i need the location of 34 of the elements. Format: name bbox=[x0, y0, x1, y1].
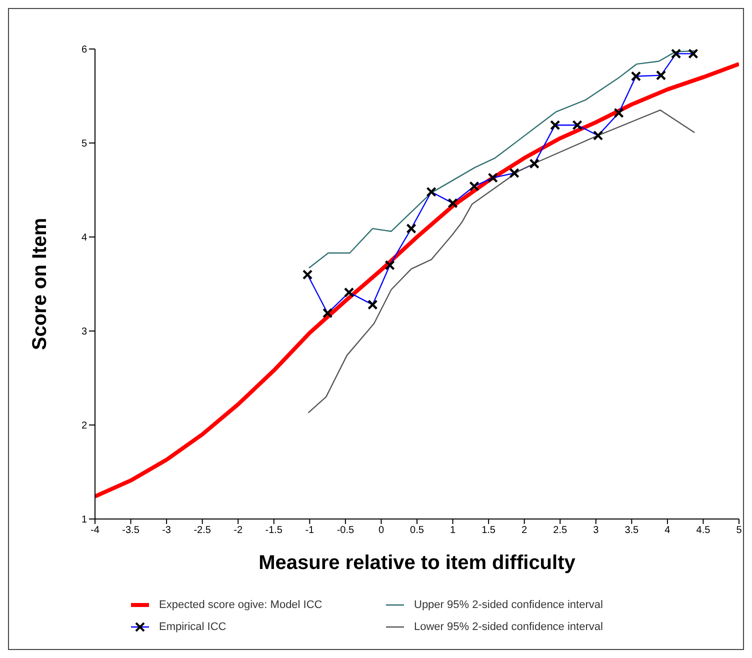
legend-label: Lower 95% 2-sided confidence interval bbox=[414, 621, 603, 633]
x-tick-label: 3 bbox=[593, 525, 600, 536]
x-tick-label: 1 bbox=[450, 525, 456, 536]
x-tick-label: -1.5 bbox=[265, 525, 283, 536]
x-tick-label: -0.5 bbox=[336, 525, 354, 536]
y-tick-label: 5 bbox=[81, 138, 88, 150]
x-tick-label: 0.5 bbox=[410, 525, 424, 536]
x-axis-title: Measure relative to item difficulty bbox=[258, 552, 576, 574]
x-tick-label: 4.5 bbox=[696, 525, 711, 536]
x-tick-label: -4 bbox=[90, 525, 100, 536]
line-series bbox=[308, 50, 696, 269]
legend-label: Upper 95% 2-sided confidence interval bbox=[414, 599, 603, 611]
x-tick-label: -2.5 bbox=[194, 525, 212, 536]
legend-label: Empirical ICC bbox=[159, 621, 226, 633]
x-tick-label: 5 bbox=[736, 525, 742, 536]
y-axis-title: Score on Item bbox=[29, 218, 52, 350]
x-tick-label: 1.5 bbox=[482, 525, 496, 536]
x-tick-label: 3.5 bbox=[624, 525, 640, 536]
x-tick-label: 0 bbox=[378, 525, 384, 536]
line-series bbox=[95, 62, 739, 498]
x-tick-label: 2.5 bbox=[553, 525, 568, 536]
line-series bbox=[308, 110, 696, 414]
y-tick-label: 2 bbox=[81, 420, 88, 432]
x-tick-label: -1 bbox=[305, 525, 315, 536]
legend-label: Expected score ogive: Model ICC bbox=[159, 599, 322, 611]
y-tick-label: 3 bbox=[81, 326, 88, 338]
x-tick-label: 4 bbox=[664, 525, 671, 536]
x-tick-label: 2 bbox=[522, 525, 528, 536]
y-tick-label: 4 bbox=[81, 232, 88, 244]
y-tick-label: 1 bbox=[81, 514, 88, 526]
x-tick-label: -2 bbox=[234, 525, 243, 536]
y-tick-label: 6 bbox=[81, 44, 88, 56]
x-tick-label: -3.5 bbox=[122, 525, 140, 536]
x-tick-label: -3 bbox=[162, 525, 172, 536]
